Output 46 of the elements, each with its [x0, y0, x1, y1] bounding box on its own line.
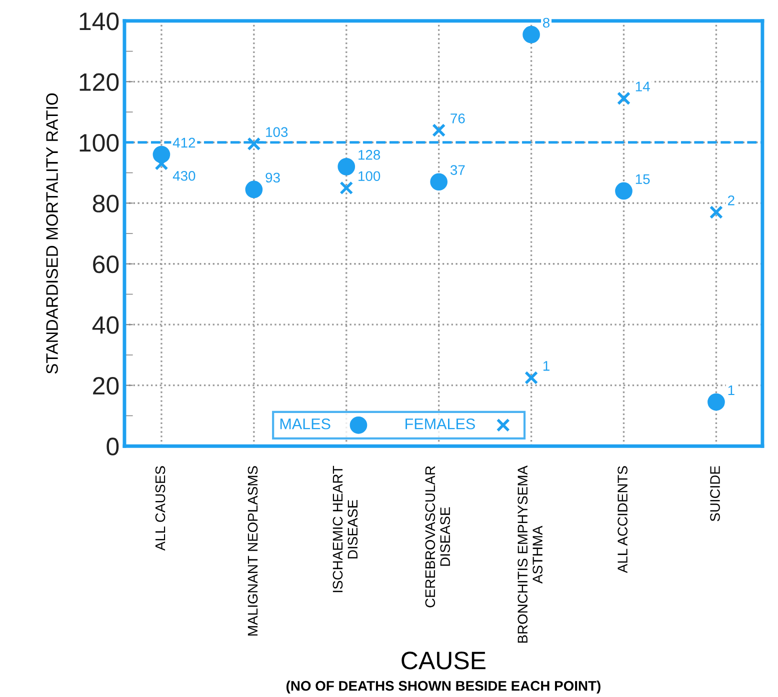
annotation: 14 — [636, 82, 650, 92]
point — [709, 205, 723, 220]
x-tick-label: MALIGNANT NEOPLASMS — [248, 466, 258, 636]
annotation: 103 — [266, 127, 288, 137]
annotation: 1 — [728, 385, 734, 395]
annotation: 2 — [728, 195, 734, 206]
point — [430, 173, 448, 191]
y-axis-title: STANDARDISED MORTALITY RATIO — [46, 93, 58, 374]
point — [338, 158, 356, 176]
legend-label: FEMALES — [406, 418, 475, 430]
annotation: 8 — [543, 18, 550, 28]
x-tick-label: SUICIDE — [710, 466, 720, 522]
y-tick-label: 100 — [80, 134, 119, 152]
annotation: 1 — [543, 361, 550, 371]
y-tick-label: 0 — [106, 438, 119, 456]
y-tick-label: 20 — [93, 376, 119, 395]
y-tick-label: 80 — [92, 194, 119, 212]
x-tick-label: ALL ACCIDENTS — [618, 466, 628, 574]
point — [524, 370, 538, 385]
point — [708, 393, 725, 411]
text: (NO OF DEATHS SHOWN BESIDE EACH POINT) — [286, 680, 600, 694]
annotation: 128 — [358, 150, 380, 160]
point — [522, 26, 540, 44]
annotation: 37 — [450, 165, 465, 175]
annotation: 93 — [266, 172, 280, 183]
x-axis-title: CAUSE — [402, 652, 486, 670]
point — [245, 180, 263, 198]
annotation: 100 — [358, 171, 380, 182]
x-tick-label: CEREBROVASCULAR DISEASE — [425, 466, 450, 608]
x-tick-label: ISCHAEMIC HEART DISEASE — [332, 466, 358, 592]
x-tick-label: ALL CAUSES — [155, 466, 166, 551]
y-tick-label: 60 — [93, 255, 119, 274]
y-tick-label: 40 — [92, 316, 119, 334]
y-tick-label: 120 — [80, 73, 119, 91]
point — [247, 137, 261, 151]
annotation: 430 — [172, 170, 196, 181]
annotation: 15 — [636, 174, 650, 184]
annotation: 412 — [172, 138, 196, 148]
point — [616, 92, 631, 106]
point — [340, 181, 354, 195]
annotation: 76 — [450, 113, 465, 124]
point — [615, 182, 632, 200]
x-tick-label: BRONCHITIS EMPHYSEMA ASTHMA — [518, 466, 543, 643]
point — [432, 123, 446, 138]
y-tick-label: 140 — [80, 12, 119, 30]
legend-label: MALES — [280, 418, 330, 430]
